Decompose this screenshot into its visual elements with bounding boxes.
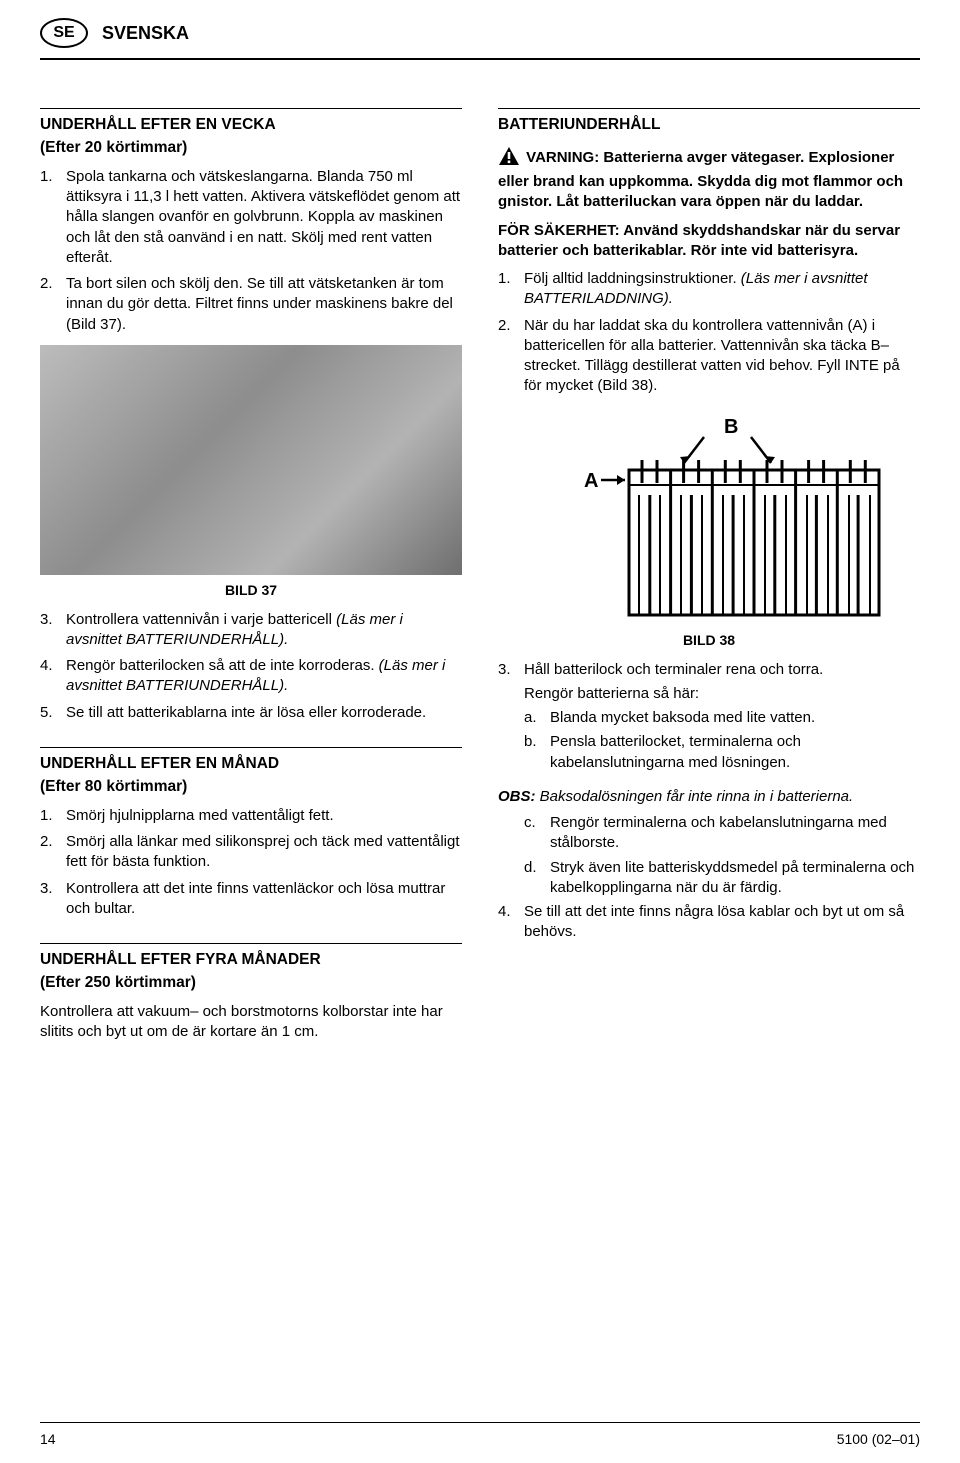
list-text: Håll batterilock och terminaler rena och… (524, 660, 920, 777)
list-text: Smörj alla länkar med silikonsprej och t… (66, 832, 462, 873)
section-divider (40, 108, 462, 109)
list-text: Kontrollera vattennivån i varje batteric… (66, 610, 462, 651)
warning-block: VARNING: Batterierna avger vätegaser. Ex… (498, 146, 920, 213)
list-item: 2. Ta bort silen och skölj den. Se till … (40, 274, 462, 335)
safety-note: FÖR SÄKERHET: Använd skyddshandskar när … (498, 221, 920, 262)
list-item: 2. När du har laddat ska du kontrollera … (498, 316, 920, 397)
list-letter: d. (524, 858, 550, 899)
list-item: 3. Kontrollera att det inte finns vatten… (40, 879, 462, 920)
section-divider (40, 747, 462, 748)
obs-note: OBS: Baksodalösningen får inte rinna in … (498, 787, 920, 807)
svg-label-a: A (584, 470, 598, 492)
warning-icon (498, 146, 520, 172)
list-item: b. Pensla batterilocket, terminalerna oc… (524, 732, 920, 773)
list-text: Ta bort silen och skölj den. Se till att… (66, 274, 462, 335)
list-item: 4. Rengör batterilocken så att de inte k… (40, 656, 462, 697)
list-text: Rengör terminalerna och kabelanslutninga… (550, 813, 920, 854)
list-item: 3. Håll batterilock och terminaler rena … (498, 660, 920, 777)
svg-label-b: B (724, 416, 738, 438)
list-number: 2. (40, 832, 66, 873)
section-sub-four: (Efter 250 körtimmar) (40, 973, 462, 994)
list-number: 4. (498, 902, 524, 943)
battery-list-2: 3. Håll batterilock och terminaler rena … (498, 660, 920, 777)
list-text: Stryk även lite batteriskyddsmedel på te… (550, 858, 920, 899)
top-divider (40, 58, 920, 60)
figure-37-caption: BILD 37 (40, 581, 462, 600)
list-item: 4. Se till att det inte finns några lösa… (498, 902, 920, 943)
section-heading-four: UNDERHÅLL EFTER FYRA MÅNADER (40, 950, 462, 971)
list-item: 5. Se till att batterikablarna inte är l… (40, 703, 462, 723)
list-number: 1. (40, 806, 66, 826)
week-list-cont: 3. Kontrollera vattennivån i varje batte… (40, 610, 462, 723)
section-heading-battery: BATTERIUNDERHÅLL (498, 115, 920, 136)
language-badge: SE (40, 18, 88, 48)
week-list: 1. Spola tankarna och vätskeslangarna. B… (40, 167, 462, 335)
list-item: 1. Spola tankarna och vätskeslangarna. B… (40, 167, 462, 268)
obs-label: OBS: (498, 788, 536, 805)
warning-lead: VARNING: Batterierna avger vätegaser. (526, 149, 804, 166)
figure-37-image (40, 345, 462, 575)
right-column: BATTERIUNDERHÅLL VARNING: Batterierna av… (498, 108, 920, 1050)
footer-divider (40, 1422, 920, 1423)
list-letter: c. (524, 813, 550, 854)
list-text: Spola tankarna och vätskeslangarna. Blan… (66, 167, 462, 268)
list-text: Se till att batterikablarna inte är lösa… (66, 703, 426, 723)
list-text: Följ alltid laddningsinstruktioner. (Läs… (524, 269, 920, 310)
list-number: 2. (40, 274, 66, 335)
list-item: a. Blanda mycket baksoda med lite vatten… (524, 708, 920, 728)
page-number: 14 (40, 1430, 56, 1449)
section-divider (498, 108, 920, 109)
obs-text: Baksodalösningen får inte rinna in i bat… (536, 788, 854, 805)
list-item: c. Rengör terminalerna och kabelanslutni… (524, 813, 920, 854)
list-number: 1. (40, 167, 66, 268)
list-item: 1. Smörj hjulnipplarna med vattentåligt … (40, 806, 462, 826)
list-text: Se till att det inte finns några lösa ka… (524, 902, 920, 943)
list-number: 4. (40, 656, 66, 697)
language-title: SVENSKA (102, 21, 189, 45)
list-text: Smörj hjulnipplarna med vattentåligt fet… (66, 806, 334, 826)
content-columns: UNDERHÅLL EFTER EN VECKA (Efter 20 körti… (40, 108, 920, 1050)
list-item: 3. Kontrollera vattennivån i varje batte… (40, 610, 462, 651)
section-sub-month: (Efter 80 körtimmar) (40, 777, 462, 798)
figure-38-caption: BILD 38 (498, 631, 920, 650)
list-letter: b. (524, 732, 550, 773)
list-number: 5. (40, 703, 66, 723)
list-number: 3. (40, 879, 66, 920)
four-month-para: Kontrollera att vakuum– och borstmotorns… (40, 1002, 462, 1043)
sub-list-cont: c. Rengör terminalerna och kabelanslutni… (524, 813, 920, 898)
section-divider (40, 943, 462, 944)
section-heading-month: UNDERHÅLL EFTER EN MÅNAD (40, 754, 462, 775)
list-number: 1. (498, 269, 524, 310)
sub-list-cont-wrap: c. Rengör terminalerna och kabelanslutni… (498, 813, 920, 898)
list-item: 1. Följ alltid laddningsinstruktioner. (… (498, 269, 920, 310)
battery-list-3: 4. Se till att det inte finns några lösa… (498, 902, 920, 943)
list-item: 2. Smörj alla länkar med silikonsprej oc… (40, 832, 462, 873)
left-column: UNDERHÅLL EFTER EN VECKA (Efter 20 körti… (40, 108, 462, 1050)
battery-list: 1. Följ alltid laddningsinstruktioner. (… (498, 269, 920, 397)
page-header: SE SVENSKA (40, 18, 920, 48)
list-text: Rengör batterilocken så att de inte korr… (66, 656, 462, 697)
month-list: 1. Smörj hjulnipplarna med vattentåligt … (40, 806, 462, 919)
list-number: 3. (498, 660, 524, 777)
list-number: 3. (40, 610, 66, 651)
list-letter: a. (524, 708, 550, 728)
list-text: Blanda mycket baksoda med lite vatten. (550, 708, 815, 728)
list-text: När du har laddat ska du kontrollera vat… (524, 316, 920, 397)
document-id: 5100 (02–01) (837, 1430, 920, 1449)
sub-list: a. Blanda mycket baksoda med lite vatten… (524, 708, 920, 773)
list-item: d. Stryk även lite batteriskyddsmedel på… (524, 858, 920, 899)
list-text: Kontrollera att det inte finns vattenläc… (66, 879, 462, 920)
figure-38-image: B A (498, 415, 920, 625)
list-number: 2. (498, 316, 524, 397)
section-heading-week: UNDERHÅLL EFTER EN VECKA (40, 115, 462, 136)
list-text: Pensla batterilocket, terminalerna och k… (550, 732, 920, 773)
section-sub-week: (Efter 20 körtimmar) (40, 138, 462, 159)
